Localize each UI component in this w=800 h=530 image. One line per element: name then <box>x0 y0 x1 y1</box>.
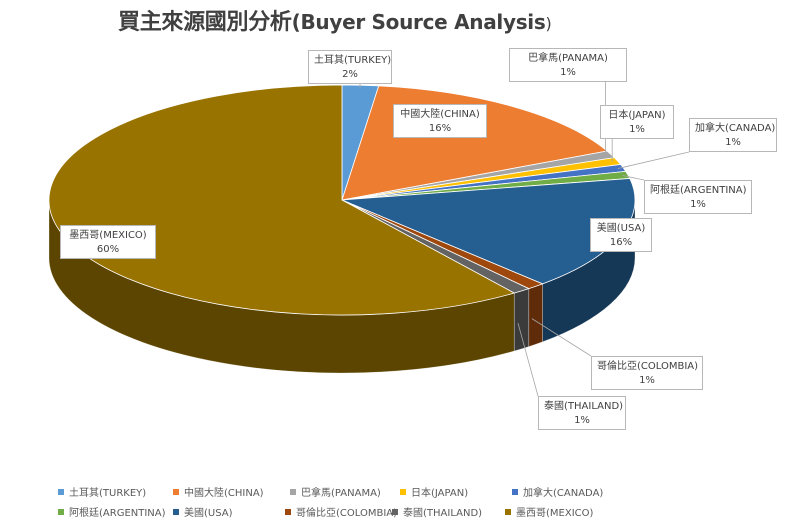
legend-swatch <box>400 489 406 495</box>
legend-swatch <box>392 509 398 515</box>
legend-swatch <box>173 489 179 495</box>
leader-line-4 <box>617 151 690 169</box>
legend-item: 泰國(THAILAND) <box>392 504 482 519</box>
leader-line-5 <box>622 175 645 181</box>
legend-label: 哥倫比亞(COLOMBIA) <box>296 508 398 519</box>
legend-label: 阿根廷(ARGENTINA) <box>69 508 166 519</box>
legend-label: 日本(JAPAN) <box>411 488 469 499</box>
data-label-name: 日本(JAPAN) <box>608 110 666 121</box>
data-label-9: 墨西哥(MEXICO) 60% <box>60 225 156 259</box>
legend-item: 阿根廷(ARGENTINA) <box>58 504 166 519</box>
data-label-name: 阿根廷(ARGENTINA) <box>650 185 747 196</box>
data-label-4: 加拿大(CANADA) 1% <box>689 118 777 152</box>
data-label-name: 泰國(THAILAND) <box>544 401 624 412</box>
legend-swatch <box>505 509 511 515</box>
legend-item: 加拿大(CANADA) <box>512 484 603 499</box>
chart-title: 買主來源國別分析(Buyer Source Analysis) <box>118 4 552 38</box>
data-label-value: 1% <box>725 137 741 148</box>
legend-swatch <box>285 509 291 515</box>
pie-side-8 <box>513 288 530 352</box>
data-label-name: 哥倫比亞(COLOMBIA) <box>597 361 699 372</box>
legend-label: 泰國(THAILAND) <box>403 508 483 519</box>
data-label-value: 1% <box>639 375 655 386</box>
legend-item: 日本(JAPAN) <box>400 484 468 499</box>
data-label-value: 2% <box>342 69 358 80</box>
data-label-name: 加拿大(CANADA) <box>695 123 776 134</box>
data-label-value: 16% <box>609 237 633 248</box>
data-label-name: 美國(USA) <box>596 223 646 234</box>
data-label-7: 哥倫比亞(COLOMBIA) 1% <box>591 356 703 390</box>
data-label-0: 土耳其(TURKEY) 2% <box>308 50 392 84</box>
data-label-value: 60% <box>96 244 120 255</box>
data-label-name: 中國大陸(CHINA) <box>400 109 480 120</box>
data-label-value: 1% <box>560 67 576 78</box>
chart-title-close: ) <box>545 14 552 33</box>
leader-line-7 <box>531 318 592 357</box>
legend-item: 巴拿馬(PANAMA) <box>290 484 381 499</box>
data-label-name: 巴拿馬(PANAMA) <box>528 53 608 64</box>
legend-item: 哥倫比亞(COLOMBIA) <box>285 504 397 519</box>
legend-row-1: 阿根廷(ARGENTINA) 美國(USA) 哥倫比亞(COLOMBIA) 泰國(TH… <box>0 504 800 520</box>
legend-label: 美國(USA) <box>184 508 233 519</box>
leader-lines <box>359 82 690 397</box>
data-label-value: 1% <box>574 415 590 426</box>
data-label-6: 美國(USA) 16% <box>590 218 652 252</box>
data-label-2: 巴拿馬(PANAMA) 1% <box>509 48 627 82</box>
data-label-value: 16% <box>428 123 452 134</box>
legend-item: 墨西哥(MEXICO) <box>505 504 593 519</box>
leader-line-8 <box>517 323 539 397</box>
legend-label: 加拿大(CANADA) <box>523 488 604 499</box>
legend-label: 中國大陸(CHINA) <box>184 488 264 499</box>
pie-slices <box>48 84 636 316</box>
legend-item: 中國大陸(CHINA) <box>173 484 264 499</box>
data-label-value: 1% <box>629 124 645 135</box>
data-label-5: 阿根廷(ARGENTINA) 1% <box>644 180 752 214</box>
legend-label: 巴拿馬(PANAMA) <box>301 488 381 499</box>
data-label-value: 1% <box>690 199 706 210</box>
pie-side-7 <box>528 283 543 348</box>
legend-label: 墨西哥(MEXICO) <box>516 508 594 519</box>
legend-swatch <box>512 489 518 495</box>
data-label-name: 土耳其(TURKEY) <box>314 55 392 66</box>
data-label-3: 日本(JAPAN) 1% <box>600 105 674 139</box>
legend-swatch <box>58 489 64 495</box>
data-label-name: 墨西哥(MEXICO) <box>69 230 147 241</box>
legend-row-0: 土耳其(TURKEY) 中國大陸(CHINA) 巴拿馬(PANAMA) 日本(JAPA… <box>0 484 800 500</box>
legend-swatch <box>58 509 64 515</box>
data-label-1: 中國大陸(CHINA) 16% <box>393 104 487 138</box>
chart-title-en: (Buyer Source Analysis <box>291 10 546 34</box>
legend-item: 土耳其(TURKEY) <box>58 484 146 499</box>
pie-chart <box>48 82 690 397</box>
legend-swatch <box>173 509 179 515</box>
data-label-8: 泰國(THAILAND) 1% <box>538 396 626 430</box>
chart-title-main: 買主來源國別分析 <box>118 10 292 35</box>
legend-label: 土耳其(TURKEY) <box>69 488 147 499</box>
legend-swatch <box>290 489 296 495</box>
legend-item: 美國(USA) <box>173 504 233 519</box>
